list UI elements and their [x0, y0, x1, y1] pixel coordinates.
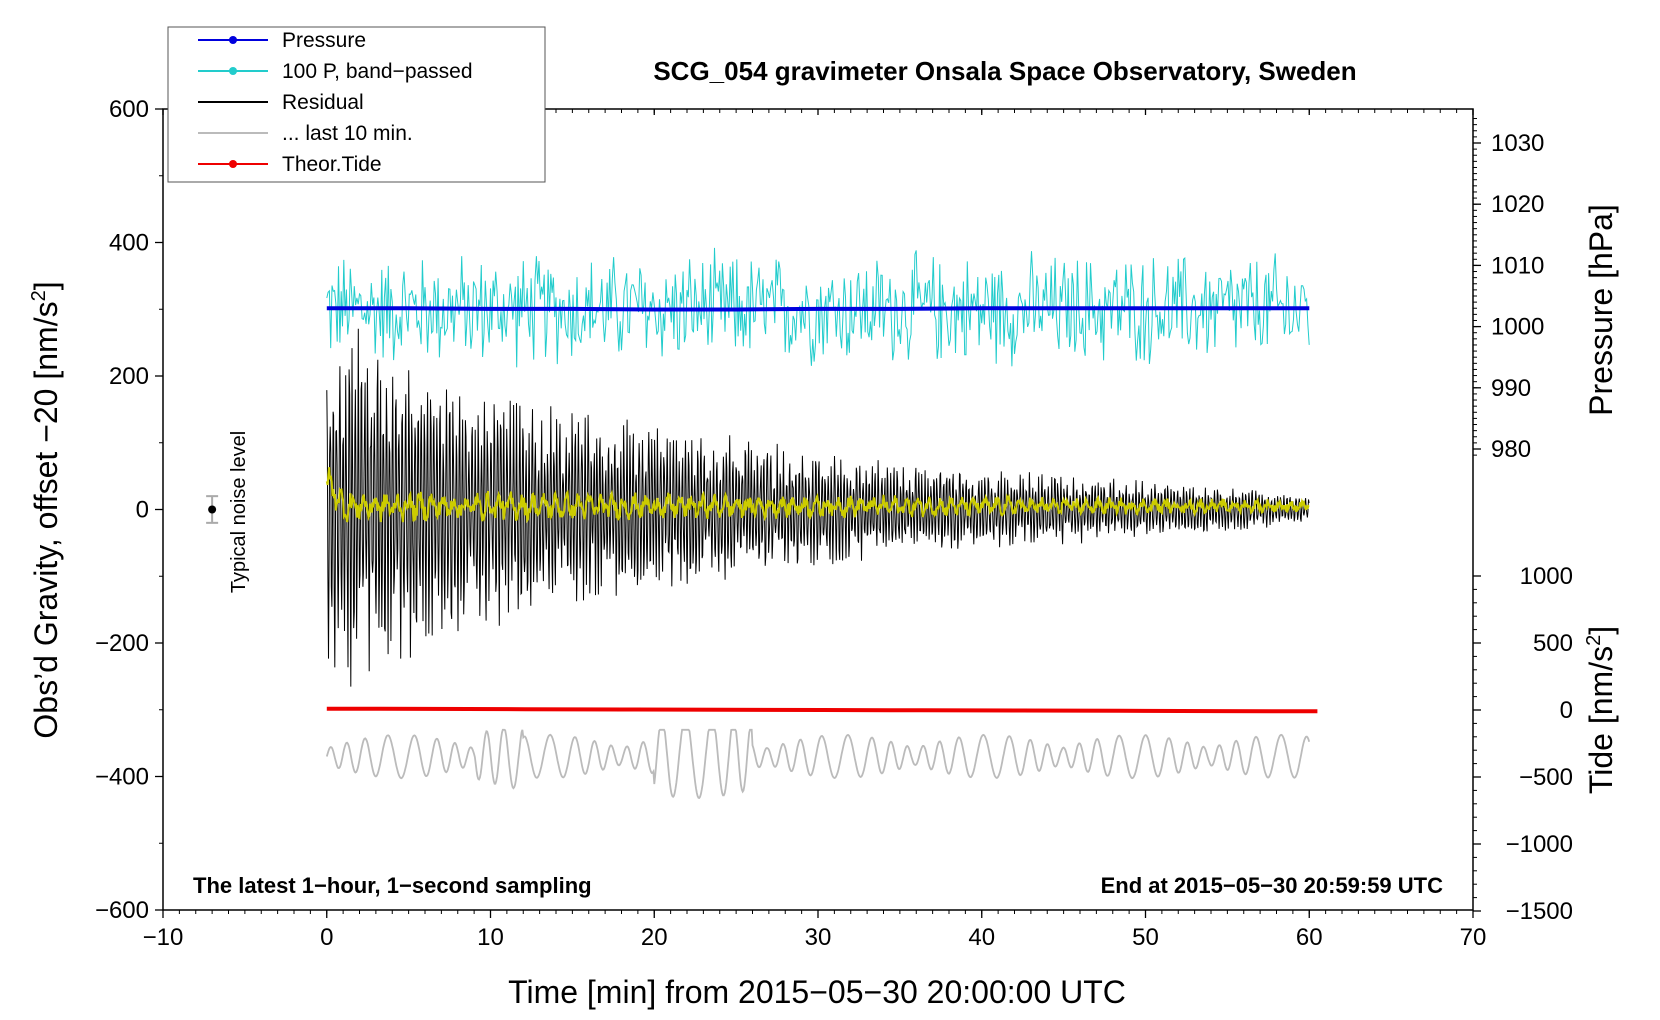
x-tick-label: 60	[1296, 924, 1323, 951]
pressure-tick-label: 1010	[1491, 252, 1544, 279]
series-pressure-line	[326, 306, 1310, 312]
legend-label: 100 P, band−passed	[282, 60, 473, 83]
x-tick-label: 50	[1132, 924, 1159, 951]
x-tick-label: 10	[477, 924, 504, 951]
tide-axis-title-main: Tide [nm/s	[1583, 646, 1619, 794]
legend-swatch-marker	[229, 160, 237, 168]
tide-axis-title-end: ]	[1583, 626, 1619, 635]
y-left-tick-label: 0	[136, 497, 149, 524]
y-left-axis-title: Obs’d Gravity, offset −20 [nm/s2]	[28, 281, 64, 738]
tide-tick-label: 0	[1560, 697, 1573, 724]
pressure-axis-title: Pressure [hPa]	[1583, 204, 1619, 416]
noise-label: Typical noise level	[228, 431, 250, 593]
y-left-tick-label: 600	[109, 96, 149, 123]
y-left-axis-ticks: 600 400 200 0 −200 −400 −600	[95, 96, 163, 924]
series-layer	[325, 247, 1318, 800]
y-left-axis-title-end: ]	[28, 281, 64, 290]
pressure-tick-label: 1020	[1491, 191, 1544, 218]
x-tick-label: 20	[641, 924, 668, 951]
legend-box	[167, 26, 546, 183]
tide-tick-label: −500	[1519, 764, 1573, 791]
x-axis-ticks: −10 0 10 20 30 40 50 60 70	[143, 109, 1487, 951]
legend-swatch-marker	[229, 67, 237, 75]
tide-tick-label: −1000	[1506, 831, 1573, 858]
annotation-right: End at 2015−05−30 20:59:59 UTC	[1101, 873, 1444, 898]
series-last-10-min-line	[325, 728, 1311, 800]
y-left-tick-label: −400	[95, 764, 149, 791]
y-left-axis-title-main: Obs’d Gravity, offset −20 [nm/s	[28, 301, 64, 738]
pressure-tick-label: 980	[1491, 436, 1531, 463]
y-left-tick-label: 200	[109, 363, 149, 390]
pressure-tick-label: 1030	[1491, 130, 1544, 157]
tide-tick-label: −1500	[1506, 898, 1573, 925]
tide-axis-title: Tide [nm/s2]	[1583, 626, 1619, 794]
x-axis-title: Time [min] from 2015−05−30 20:00:00 UTC	[508, 974, 1126, 1010]
x-tick-label: 0	[320, 924, 333, 951]
legend-label: Theor.Tide	[282, 153, 382, 176]
x-tick-label: −10	[143, 924, 184, 951]
tide-tick-label: 1000	[1520, 563, 1573, 590]
y-left-axis-title-sup: 2	[28, 290, 50, 301]
legend-swatch-marker	[229, 36, 237, 44]
series-residual-line	[326, 328, 1310, 687]
series-smoothed-residual-line	[325, 467, 1310, 524]
pressure-axis-ticks: 1030 1020 1010 1000 990 980	[1473, 118, 1544, 463]
noise-marker	[206, 495, 219, 524]
x-tick-label: 70	[1460, 924, 1487, 951]
noise-point	[208, 505, 217, 514]
x-tick-label: 30	[805, 924, 832, 951]
legend: Pressure 100 P, band−passed Residual ... la…	[167, 26, 546, 183]
legend-label: Pressure	[282, 29, 366, 52]
legend-label: Residual	[282, 91, 364, 114]
tide-axis-ticks: 1000 500 0 −500 −1000 −1500	[1473, 563, 1573, 925]
legend-entries: Pressure 100 P, band−passed Residual ... la…	[198, 29, 473, 176]
y-left-tick-label: 400	[109, 230, 149, 257]
legend-label: ... last 10 min.	[282, 122, 413, 145]
y-left-tick-label: −200	[95, 630, 149, 657]
pressure-tick-label: 990	[1491, 375, 1531, 402]
series-bandpassed-pressure-line	[326, 247, 1310, 368]
pressure-tick-label: 1000	[1491, 314, 1544, 341]
chart-title: SCG_054 gravimeter Onsala Space Observat…	[653, 56, 1356, 86]
y-left-tick-label: −600	[95, 897, 149, 924]
x-tick-label: 40	[968, 924, 995, 951]
annotation-left: The latest 1−hour, 1−second sampling	[193, 873, 592, 898]
tide-tick-label: 500	[1533, 630, 1573, 657]
tide-axis-title-sup: 2	[1583, 635, 1605, 646]
series-theor-tide-line	[326, 706, 1318, 714]
